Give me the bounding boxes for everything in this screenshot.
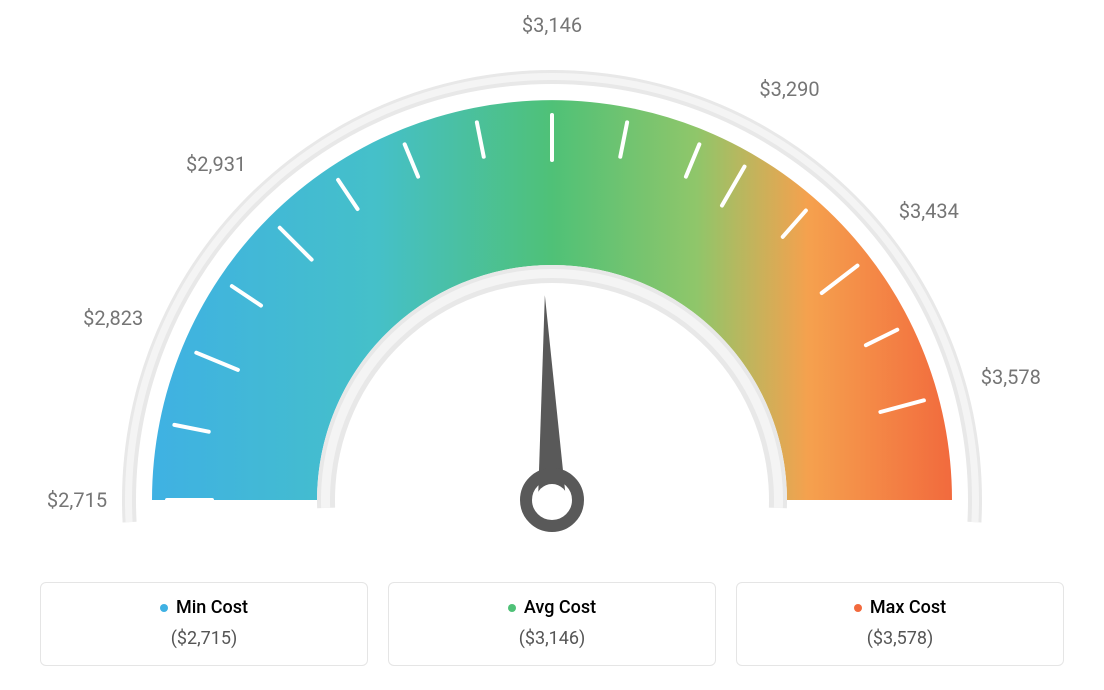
legend-card-avg: Avg Cost ($3,146) — [388, 582, 716, 667]
gauge-tick-label: $3,578 — [981, 365, 1041, 389]
gauge-tick-label: $2,715 — [47, 488, 107, 512]
gauge-svg — [0, 0, 1104, 560]
legend-card-min: Min Cost ($2,715) — [40, 582, 368, 667]
legend-label-text: Min Cost — [176, 597, 248, 618]
gauge-tick-label: $2,823 — [83, 306, 143, 330]
legend-label-avg: Avg Cost — [508, 597, 596, 618]
legend-row: Min Cost ($2,715) Avg Cost ($3,146) Max … — [40, 582, 1064, 667]
legend-label-text: Max Cost — [870, 597, 946, 618]
gauge-chart: $2,715 $2,823 $2,931 $3,146 $3,290 $3,434 $3,5… — [0, 0, 1104, 560]
dot-icon — [160, 604, 168, 612]
gauge-tick-label: $3,290 — [759, 77, 819, 101]
legend-card-max: Max Cost ($3,578) — [736, 582, 1064, 667]
dot-icon — [854, 604, 862, 612]
gauge-tick-label: $3,146 — [522, 13, 582, 37]
legend-value-avg: ($3,146) — [399, 628, 705, 649]
dot-icon — [508, 604, 516, 612]
legend-value-max: ($3,578) — [747, 628, 1053, 649]
gauge-tick-label: $2,931 — [186, 152, 246, 176]
legend-label-min: Min Cost — [160, 597, 248, 618]
legend-label-text: Avg Cost — [524, 597, 596, 618]
legend-value-min: ($2,715) — [51, 628, 357, 649]
legend-label-max: Max Cost — [854, 597, 946, 618]
gauge-tick-label: $3,434 — [899, 199, 959, 223]
